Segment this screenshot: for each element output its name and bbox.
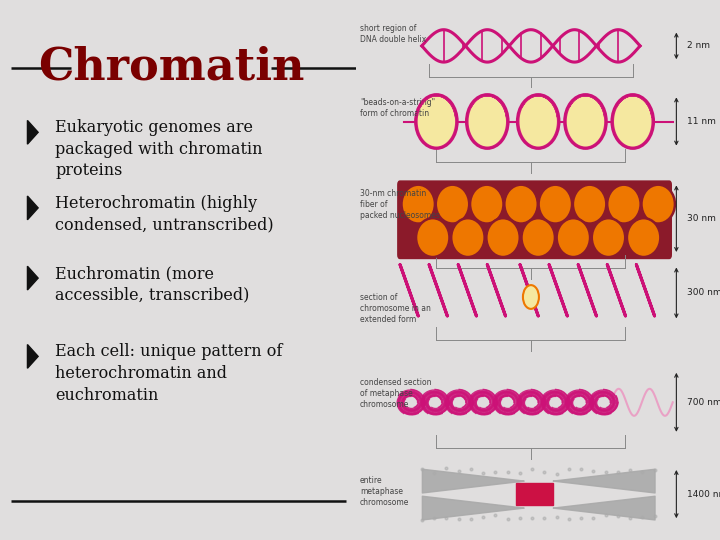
Text: 30-nm chromatin
fiber of
packed nucleosomes: 30-nm chromatin fiber of packed nucleoso… bbox=[360, 189, 440, 220]
Ellipse shape bbox=[486, 218, 520, 257]
Ellipse shape bbox=[607, 185, 641, 224]
Ellipse shape bbox=[402, 185, 435, 224]
Polygon shape bbox=[27, 345, 38, 368]
Text: condensed section
of metaphase
chromosome: condensed section of metaphase chromosom… bbox=[360, 378, 431, 409]
Ellipse shape bbox=[557, 218, 590, 257]
Polygon shape bbox=[27, 196, 38, 220]
Text: 700 nm: 700 nm bbox=[688, 398, 720, 407]
Text: Each cell: unique pattern of
heterochromatin and
euchromatin: Each cell: unique pattern of heterochrom… bbox=[55, 343, 283, 403]
Ellipse shape bbox=[612, 94, 654, 149]
Text: 2 nm: 2 nm bbox=[688, 42, 710, 50]
Text: short region of
DNA double helix: short region of DNA double helix bbox=[360, 24, 426, 44]
Ellipse shape bbox=[451, 218, 485, 257]
Ellipse shape bbox=[504, 185, 538, 224]
Ellipse shape bbox=[642, 185, 675, 224]
Circle shape bbox=[523, 285, 539, 309]
Text: Chromatin: Chromatin bbox=[38, 46, 305, 89]
Ellipse shape bbox=[517, 94, 559, 149]
Ellipse shape bbox=[416, 218, 449, 257]
Text: 30 nm: 30 nm bbox=[688, 214, 716, 223]
Polygon shape bbox=[27, 266, 38, 290]
Ellipse shape bbox=[415, 94, 457, 149]
Ellipse shape bbox=[470, 185, 503, 224]
Ellipse shape bbox=[467, 94, 508, 149]
Text: Heterochromatin (highly
condensed, untranscribed): Heterochromatin (highly condensed, untra… bbox=[55, 195, 274, 233]
Polygon shape bbox=[27, 120, 38, 144]
Text: 300 nm: 300 nm bbox=[688, 288, 720, 298]
Bar bbox=[516, 483, 553, 505]
Ellipse shape bbox=[573, 185, 606, 224]
Ellipse shape bbox=[627, 218, 660, 257]
Text: Eukaryotic genomes are
packaged with chromatin
proteins: Eukaryotic genomes are packaged with chr… bbox=[55, 119, 263, 179]
Text: 11 nm: 11 nm bbox=[688, 117, 716, 126]
Ellipse shape bbox=[436, 185, 469, 224]
Text: Euchromatin (more
accessible, transcribed): Euchromatin (more accessible, transcribe… bbox=[55, 265, 250, 303]
FancyBboxPatch shape bbox=[397, 180, 672, 259]
Ellipse shape bbox=[521, 218, 555, 257]
Ellipse shape bbox=[592, 218, 625, 257]
Text: 1400 nm: 1400 nm bbox=[688, 490, 720, 498]
Text: "beads-on-a-string"
form of chromatin: "beads-on-a-string" form of chromatin bbox=[360, 98, 435, 118]
Ellipse shape bbox=[539, 185, 572, 224]
Text: section of
chromosome in an
extended form: section of chromosome in an extended for… bbox=[360, 293, 431, 324]
Ellipse shape bbox=[564, 94, 606, 149]
Text: entire
metaphase
chromosome: entire metaphase chromosome bbox=[360, 476, 410, 508]
